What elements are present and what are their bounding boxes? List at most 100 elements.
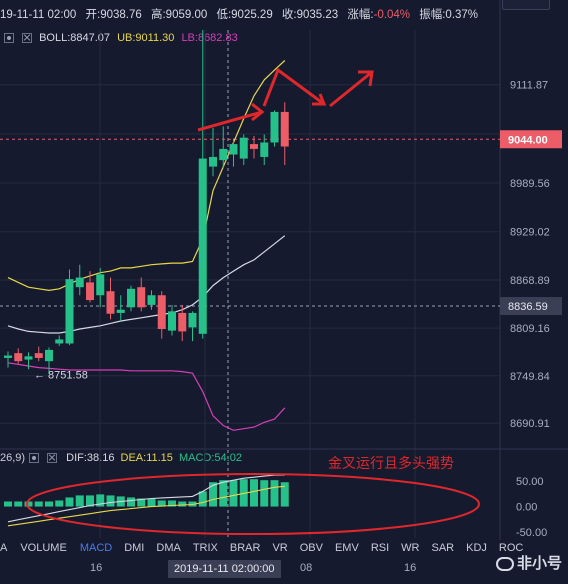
candle-body (24, 356, 33, 360)
macd-hist-bar (75, 495, 84, 507)
trend-arrow-1-head (251, 102, 265, 122)
watermark-text: 非小号 (516, 555, 562, 572)
macd-close-icon[interactable] (47, 453, 58, 463)
macd-hist-bar (14, 501, 23, 507)
time-label-left: 16 (90, 562, 103, 574)
price-tick-label: 8749.84 (510, 371, 550, 383)
candle-body (137, 287, 146, 308)
indicator-close-icon[interactable] (22, 33, 32, 43)
change-group: 涨幅:-0.04% (347, 9, 410, 21)
current-price-box (500, 130, 562, 149)
candle-body (75, 277, 84, 288)
current-price-label: 9044.00 (508, 134, 548, 146)
low-value: 低:9025.29 (216, 9, 273, 21)
dea-value: DEA:11.15 (120, 452, 173, 464)
period-select-button[interactable] (502, 0, 550, 10)
tab-kdj[interactable]: KDJ (466, 542, 487, 554)
price-chart[interactable]: ← 8751.58 50.00 0.00 -50.00 9111.87 9044.00… (0, 0, 568, 540)
crosshair-time-label: 2019-11-11 02:00:00 (168, 560, 281, 578)
change-label: 涨幅: (347, 9, 374, 21)
tab-sar[interactable]: SAR (431, 542, 455, 554)
trend-arrow-1 (197, 110, 263, 132)
macd-tick-label: 0.00 (516, 502, 537, 514)
tab-vr[interactable]: VR (272, 542, 288, 554)
macd-hist-bar (157, 500, 166, 507)
price-tick-label: 8989.56 (510, 178, 550, 190)
macd-hist-bar (229, 480, 238, 507)
macd-hist-bar (34, 501, 43, 507)
macd-hist-bar (55, 500, 64, 507)
macd-hist-bar (147, 498, 156, 507)
indicator-tabs: A VOLUME MACD DMI DMA TRIX BRAR VR OBV EMV RSI WR SA… (0, 539, 523, 557)
annotation-text: 金叉运行且多头强势 (328, 455, 454, 472)
tab-roc[interactable]: ROC (498, 542, 524, 554)
boll-lb-value: LB:8682.83 (181, 32, 238, 44)
macd-hist-bar (4, 501, 12, 507)
macd-params: 26,9) (0, 452, 26, 464)
price-tick-label: 8929.02 (510, 227, 550, 239)
dif-value: DIF:38.16 (66, 452, 115, 464)
candle-body (260, 142, 269, 157)
crosshair-price-box (500, 297, 562, 316)
price-tick-label: 9111.87 (510, 80, 548, 92)
macd-hist-bar (65, 497, 74, 507)
boll-value: BOLL:8847.07 (39, 32, 111, 44)
candle-body (178, 312, 187, 332)
boll-lines (7, 60, 286, 431)
tab-dmi[interactable]: DMI (124, 542, 145, 554)
dif-line (7, 474, 285, 523)
macd-hist-bar (260, 480, 269, 507)
candle-body (168, 311, 176, 331)
annotations: 金叉运行且多头强势 (26, 67, 480, 535)
candle-body (280, 111, 289, 147)
bar-datetime: 19-11-11 02:00 (0, 9, 77, 21)
indicator-settings-icon[interactable] (4, 33, 14, 43)
macd-panel: 50.00 0.00 -50.00 (0, 448, 568, 539)
tab-emv[interactable]: EMV (334, 542, 359, 554)
tab-brar[interactable]: BRAR (229, 542, 261, 554)
candles: ← 8751.58 (4, 29, 289, 381)
trend-path (262, 67, 325, 107)
candle-body (209, 156, 217, 167)
macd-hist-bar (137, 498, 146, 507)
trend-arrow-2 (329, 70, 373, 108)
change-value: -0.04% (373, 9, 411, 21)
tab-wr[interactable]: WR (401, 542, 420, 554)
candle-body (14, 353, 23, 362)
macd-hist-bar (86, 495, 94, 507)
boll-ub-value: UB:9011.30 (117, 32, 175, 44)
tab-trix[interactable]: TRIX (192, 542, 218, 554)
candle-body (45, 349, 53, 362)
candle-body (106, 291, 115, 314)
watermark-logo-icon (495, 557, 514, 571)
crosshair-price-label: 8836.59 (508, 301, 548, 313)
boll-mid-line (7, 235, 286, 334)
macd-hist-bar (209, 482, 217, 507)
macd-legend: 26,9) DIF:38.16 DEA:11.15 MACD:54.02 (0, 450, 242, 466)
tab-a[interactable]: A (0, 542, 8, 554)
close-value: 收:9035.23 (281, 9, 339, 21)
macd-settings-icon[interactable] (29, 453, 40, 463)
candle-body (270, 111, 279, 143)
boll-lb-line (7, 362, 286, 431)
ohlc-info-bar: 19-11-11 02:00 开:9038.76 高:9059.00 低:902… (0, 0, 568, 30)
high-value: 高:9059.00 (150, 9, 208, 21)
macd-hist-bar (45, 501, 53, 507)
tab-obv[interactable]: OBV (299, 542, 323, 554)
candle-body (157, 295, 166, 330)
candle-body (86, 282, 94, 301)
candle-body (116, 309, 125, 313)
boll-legend: BOLL:8847.07 UB:9011.30 LB:8682.83 (0, 30, 238, 46)
tab-rsi[interactable]: RSI (370, 542, 390, 554)
candle-body (96, 274, 105, 296)
tab-dma[interactable]: DMA (156, 542, 181, 554)
tab-macd[interactable]: MACD (79, 542, 113, 554)
boll-ub-line (7, 60, 286, 292)
candle-body (65, 279, 74, 344)
candle-body (239, 137, 248, 159)
candle-body (188, 312, 197, 328)
tab-volume[interactable]: VOLUME (20, 542, 67, 554)
macd-hist-bar (270, 480, 279, 507)
price-tick-label: 8809.16 (510, 323, 550, 335)
